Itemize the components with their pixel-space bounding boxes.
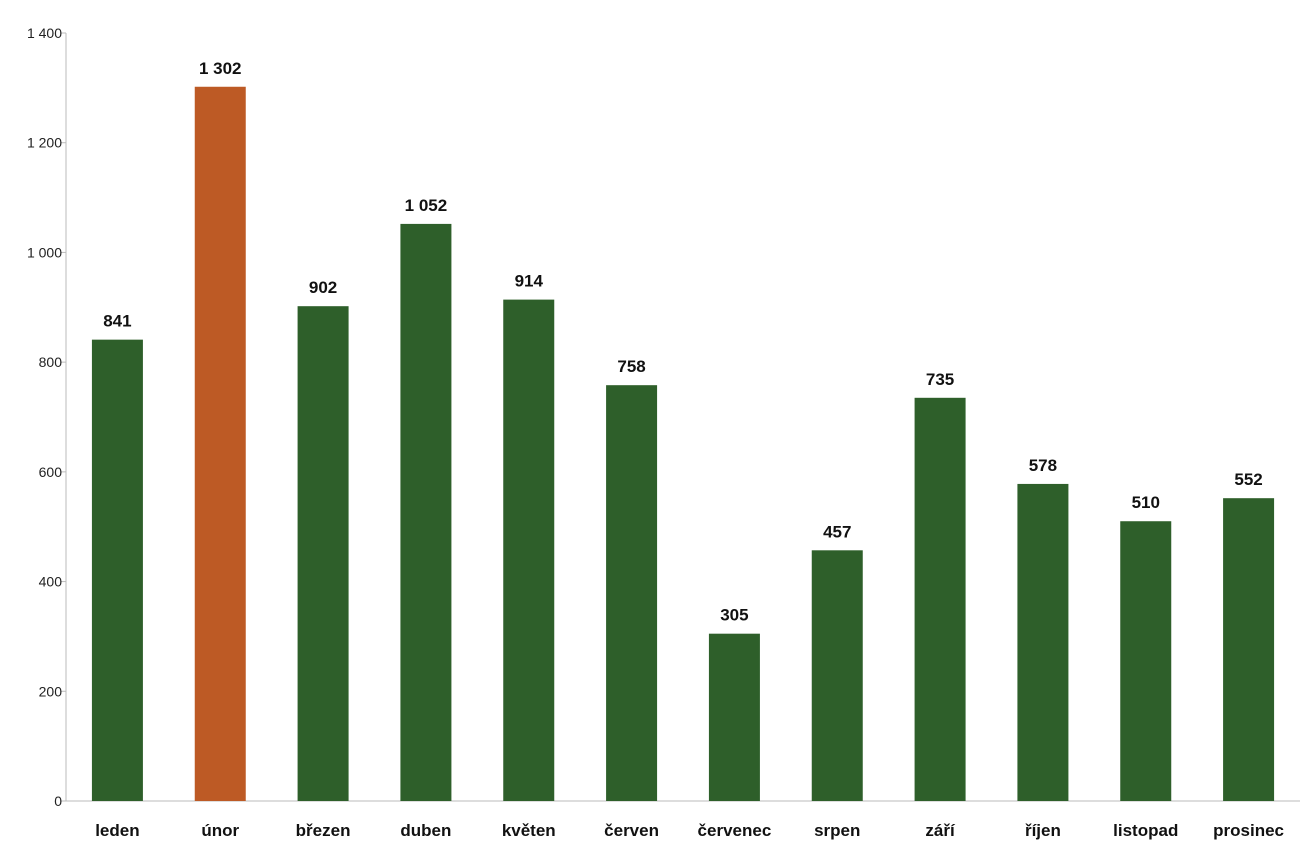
- bar-červenec: [708, 633, 760, 801]
- data-label: 305: [720, 606, 748, 625]
- x-tick-label: listopad: [1113, 821, 1178, 840]
- bar-říjen: [1017, 483, 1069, 801]
- y-tick-label: 400: [39, 574, 63, 590]
- x-tick-label: červen: [604, 821, 659, 840]
- x-tick-label: leden: [95, 821, 139, 840]
- y-tick-label: 600: [39, 464, 63, 480]
- x-tick-label: prosinec: [1213, 821, 1284, 840]
- data-label: 758: [617, 357, 645, 376]
- bar-duben: [400, 223, 452, 802]
- y-tick-label: 200: [39, 683, 63, 699]
- x-tick-label: březen: [296, 821, 351, 840]
- data-label: 510: [1132, 493, 1160, 512]
- y-tick-label: 800: [39, 354, 63, 370]
- bar-březen: [297, 306, 349, 801]
- data-label: 1 302: [199, 59, 242, 78]
- x-tick-label: srpen: [814, 821, 860, 840]
- bar-září: [914, 397, 966, 801]
- data-label: 552: [1234, 470, 1262, 489]
- y-tick-label: 1 000: [27, 244, 62, 260]
- y-tick-label: 1 400: [27, 25, 62, 41]
- bar-leden: [91, 339, 143, 801]
- y-tick-label: 1 200: [27, 135, 62, 151]
- x-tick-label: duben: [400, 821, 451, 840]
- data-label: 841: [103, 312, 131, 331]
- data-label: 914: [515, 272, 544, 291]
- bar-květen: [503, 299, 555, 801]
- x-tick-label: únor: [201, 821, 239, 840]
- data-label: 578: [1029, 456, 1057, 475]
- bar-listopad: [1120, 521, 1172, 801]
- data-label: 457: [823, 522, 851, 541]
- x-tick-label: květen: [502, 821, 556, 840]
- x-tick-label: červenec: [698, 821, 772, 840]
- x-tick-label: říjen: [1025, 821, 1061, 840]
- data-label: 902: [309, 278, 337, 297]
- data-label: 735: [926, 370, 954, 389]
- x-tick-label: září: [925, 821, 956, 840]
- bar-prosinec: [1223, 498, 1275, 801]
- y-tick-label: 0: [54, 793, 62, 809]
- bar-únor: [194, 86, 246, 801]
- bar-srpen: [811, 550, 863, 801]
- data-label: 1 052: [405, 196, 448, 215]
- bar-červen: [606, 385, 658, 801]
